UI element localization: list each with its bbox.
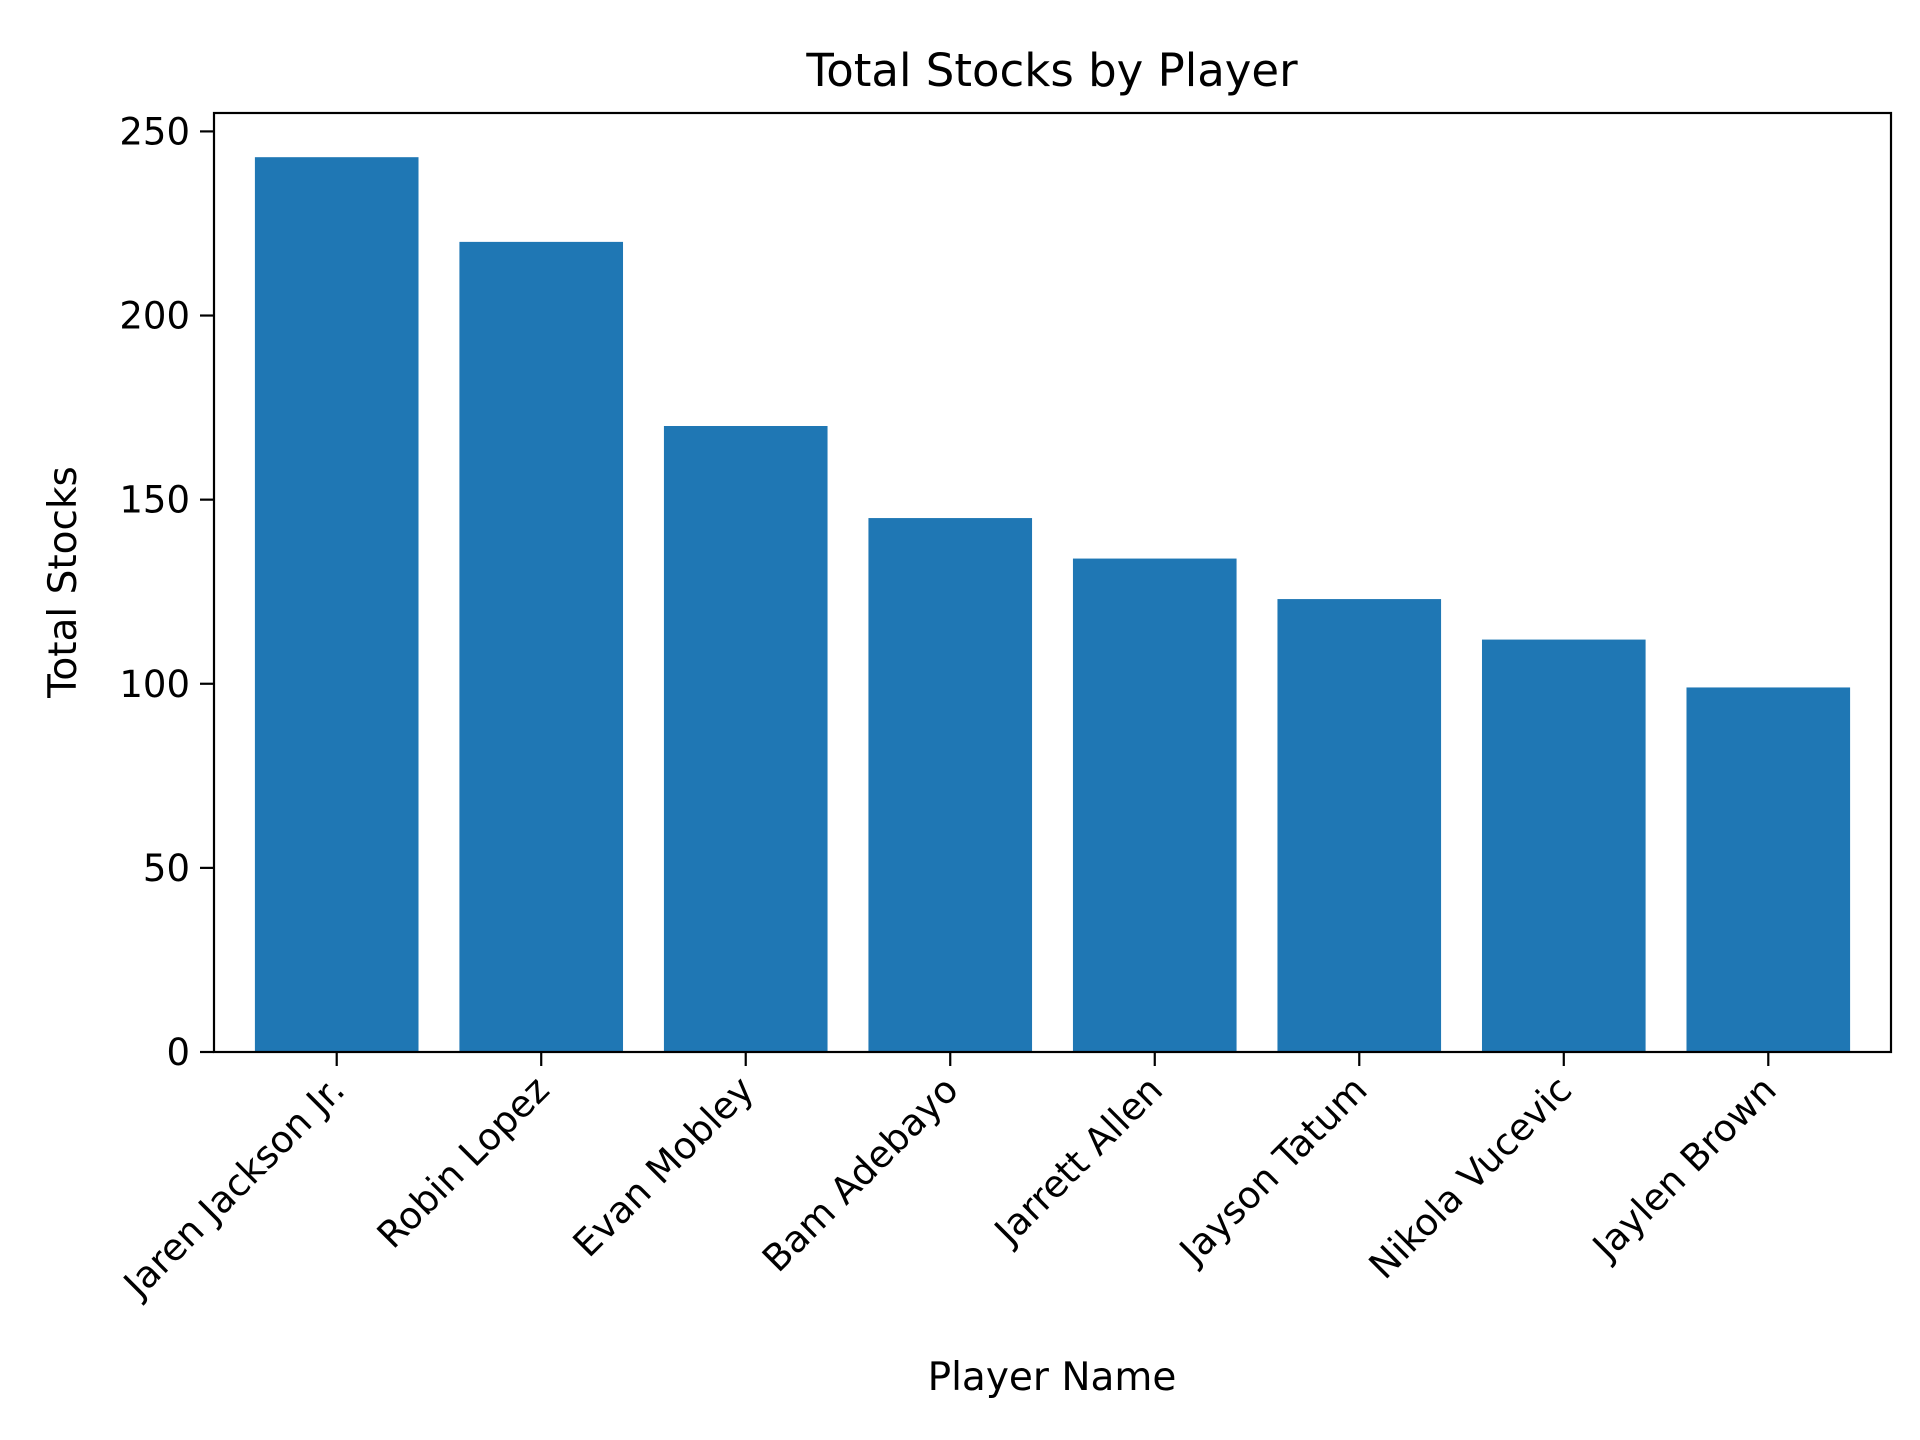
bar-nikola-vucevic <box>1481 639 1646 1052</box>
y-axis-ticks: 0 50 100 150 200 250 <box>119 110 214 1074</box>
y-tick-label: 100 <box>119 663 190 706</box>
bar-jaren-jackson-jr <box>254 157 419 1052</box>
bar-jarrett-allen <box>1072 558 1237 1052</box>
y-tick-label: 150 <box>119 479 190 522</box>
plot-frame <box>212 111 1893 1054</box>
y-tick-label: 0 <box>166 1031 190 1074</box>
bar-jayson-tatum <box>1277 599 1442 1052</box>
bars-layer <box>254 157 1851 1052</box>
y-tick-label: 200 <box>119 295 190 338</box>
bar-bam-adebayo <box>868 518 1033 1052</box>
y-tick-label: 250 <box>119 110 190 153</box>
bar-evan-mobley <box>663 426 828 1052</box>
bar-jaylen-brown <box>1686 687 1851 1052</box>
x-axis-label: Player Name <box>928 1355 1177 1400</box>
chart-title: Total Stocks by Player <box>805 44 1298 97</box>
y-tick-label: 50 <box>143 847 190 890</box>
bar-robin-lopez <box>459 241 624 1052</box>
y-axis-label: Total Stocks <box>41 466 86 699</box>
